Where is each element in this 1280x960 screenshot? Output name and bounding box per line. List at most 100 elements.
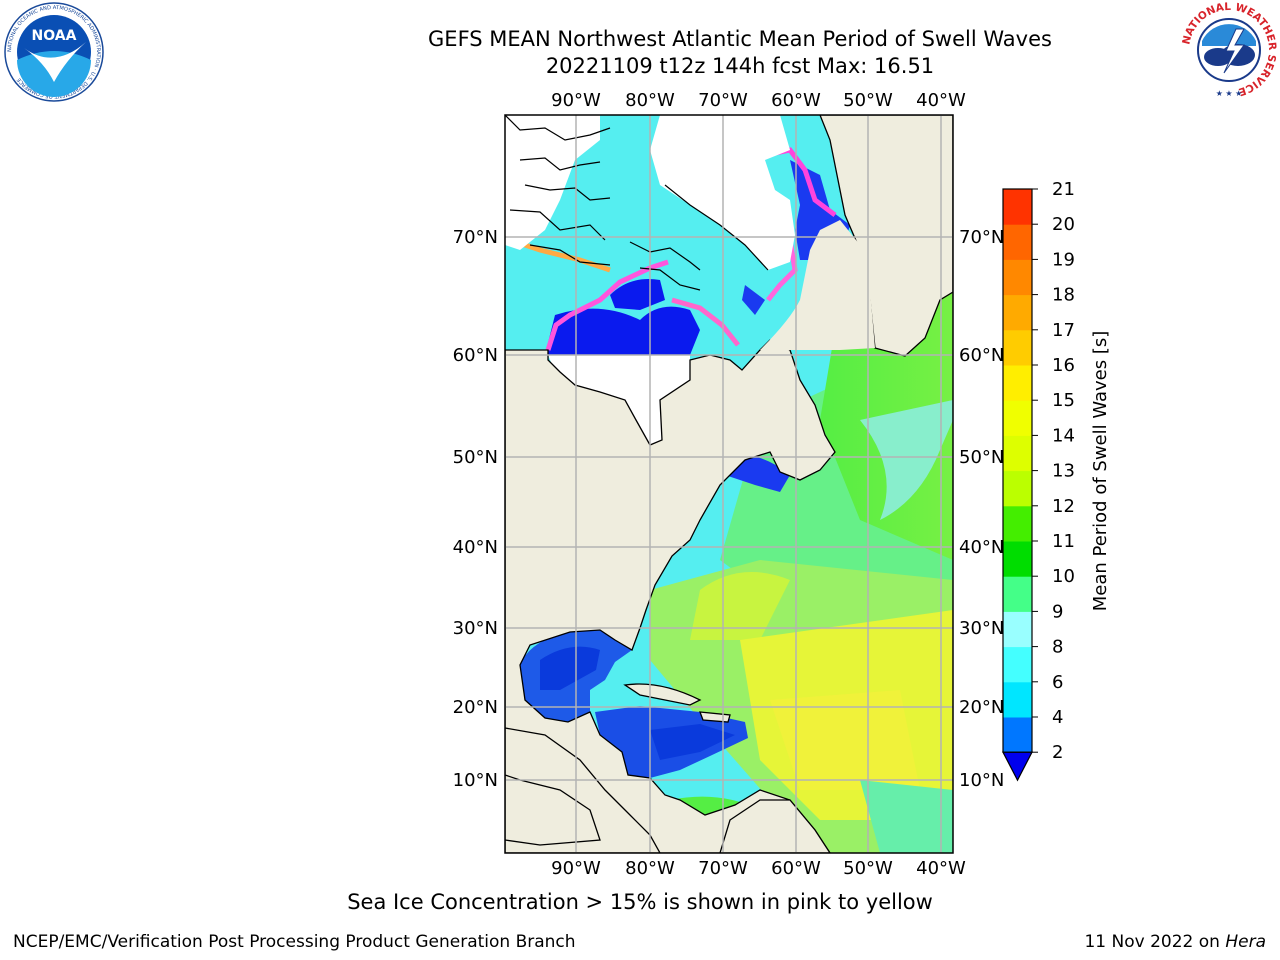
lat-label-left: 40°N — [453, 537, 498, 558]
colorbar-ticks: 2 4 6 8 9 10 11 12 13 14 15 16 17 18 19 20 21 — [1032, 179, 1075, 763]
lat-label-left: 70°N — [453, 227, 498, 248]
field-cyan-streak — [860, 400, 953, 520]
colorbar-segment — [1003, 576, 1032, 612]
ice-james-bay-lowland — [548, 355, 690, 445]
colorbar-tick-label: 10 — [1052, 566, 1075, 587]
lon-label-top: 70°W — [698, 90, 748, 111]
colorbar-tick-label: 8 — [1052, 637, 1063, 658]
host-name: Hera — [1225, 932, 1266, 952]
lat-label-right: 10°N — [959, 770, 1004, 791]
lat-label-right: 70°N — [959, 227, 1004, 248]
colorbar-tick-label: 9 — [1052, 601, 1063, 622]
colorbar-tick-label: 11 — [1052, 531, 1075, 552]
lat-label-left: 50°N — [453, 447, 498, 468]
colorbar-segment — [1003, 259, 1032, 296]
longitude-labels-top: 90°W 80°W 70°W 60°W 50°W 40°W — [551, 90, 966, 111]
arctic-coastlines — [505, 115, 769, 291]
lat-label-left: 30°N — [453, 618, 498, 639]
colorbar-tick-label: 19 — [1052, 249, 1075, 270]
south-america — [719, 799, 831, 853]
longitude-labels-bottom: 90°W 80°W 70°W 60°W 50°W 40°W — [551, 858, 966, 879]
gulf-inner — [540, 646, 600, 690]
field-yellowgreen-patch — [690, 572, 790, 640]
lon-label-top: 90°W — [551, 90, 601, 111]
graticule — [505, 115, 953, 853]
field-cyan-southeast — [860, 780, 953, 853]
credit-line: NCEP/EMC/Verification Post Processing Pr… — [13, 932, 576, 952]
forecast-subtitle: 20221109 t12z 144h fcst Max: 16.51 — [545, 54, 935, 78]
colorbar-segment — [1003, 189, 1032, 225]
caribbean-inner — [650, 724, 735, 760]
colorbar-tick-label: 6 — [1052, 672, 1063, 693]
hudson-bay — [545, 306, 700, 355]
lon-label-bottom: 50°W — [843, 858, 893, 879]
land — [505, 115, 953, 853]
ice-fringe-labrador — [766, 239, 798, 302]
colorbar-tick-label: 17 — [1052, 320, 1075, 341]
colorbar-segment — [1003, 435, 1032, 472]
lon-label-bottom: 80°W — [625, 858, 675, 879]
lon-label-bottom: 60°W — [771, 858, 821, 879]
noaa-wordmark: NOAA — [32, 28, 77, 44]
lat-label-left: 60°N — [453, 345, 498, 366]
lon-label-bottom: 90°W — [551, 858, 601, 879]
colorbar-segment — [1003, 611, 1032, 648]
svg-text:★ ★ ★: ★ ★ ★ — [1216, 89, 1243, 98]
colorbar-segment — [1003, 505, 1032, 542]
sea-ice-note: Sea Ice Concentration > 15% is shown in … — [347, 890, 933, 914]
colorbar-segment — [1003, 329, 1032, 366]
foxe-basin — [610, 279, 665, 310]
ungava-bay — [742, 285, 765, 315]
lat-label-right: 50°N — [959, 447, 1004, 468]
colorbar-tick-label: 15 — [1052, 390, 1075, 411]
colorbar-segment — [1003, 717, 1032, 753]
central-america-pacific-coast — [505, 727, 661, 853]
colorbar-segment — [1003, 224, 1032, 260]
lon-label-top: 40°W — [916, 90, 966, 111]
latitude-labels-left: 70°N 60°N 50°N 40°N 30°N 20°N 10°N — [453, 227, 498, 791]
lon-label-top: 50°W — [843, 90, 893, 111]
colorbar-tick-label: 21 — [1052, 179, 1075, 200]
colorbar-segment — [1003, 470, 1032, 507]
colorbar-tick-label: 2 — [1052, 742, 1063, 763]
colorbar-tick-label: 18 — [1052, 285, 1075, 306]
colorbar-tick-label: 12 — [1052, 496, 1075, 517]
colorbar — [1002, 188, 1033, 782]
lat-label-left: 10°N — [453, 770, 498, 791]
baffin-land-fill — [760, 220, 875, 350]
lon-label-top: 80°W — [625, 90, 675, 111]
lon-label-top: 60°W — [771, 90, 821, 111]
colorbar-under-arrow — [1002, 751, 1033, 782]
colorbar-segment — [1003, 400, 1032, 436]
date-stamp: 11 Nov 2022 on Hera — [1084, 932, 1266, 952]
map-frame — [504, 114, 954, 854]
colorbar-segment — [1003, 294, 1032, 331]
lon-label-bottom: 70°W — [698, 858, 748, 879]
lat-label-right: 40°N — [959, 537, 1004, 558]
nws-logo: NATIONAL WEATHER SERVICE ★ ★ ★ — [1180, 1, 1278, 98]
field-yellow-core — [770, 690, 920, 790]
colorbar-segment — [1003, 646, 1032, 683]
colorbar-segment — [1003, 681, 1032, 718]
colorbar-tick-label: 16 — [1052, 355, 1075, 376]
colorbar-label: Mean Period of Swell Waves [s] — [1090, 331, 1111, 612]
colorbar-tick-label: 4 — [1052, 707, 1063, 728]
lat-label-left: 20°N — [453, 697, 498, 718]
colorbar-segment — [1003, 365, 1032, 401]
colorbar-tick-label: 14 — [1052, 425, 1075, 446]
cuba — [623, 683, 702, 706]
lon-label-bottom: 40°W — [916, 858, 966, 879]
date-text: 11 Nov 2022 on — [1084, 932, 1226, 952]
north-america — [505, 339, 836, 853]
map-panel — [505, 115, 953, 853]
lat-label-right: 60°N — [959, 345, 1004, 366]
map-title: GEFS MEAN Northwest Atlantic Mean Period… — [428, 27, 1052, 51]
noaa-logo: NATIONAL OCEANIC AND ATMOSPHERIC ADMINIS… — [4, 2, 104, 102]
colorbar-tick-label: 13 — [1052, 461, 1075, 482]
ice-fringe-hudson-east — [671, 297, 740, 347]
lat-label-right: 30°N — [959, 618, 1004, 639]
colorbar-segment — [1003, 541, 1032, 577]
latitude-labels-right: 70°N 60°N 50°N 40°N 30°N 20°N 10°N — [959, 227, 1004, 791]
lat-label-right: 20°N — [959, 697, 1004, 718]
